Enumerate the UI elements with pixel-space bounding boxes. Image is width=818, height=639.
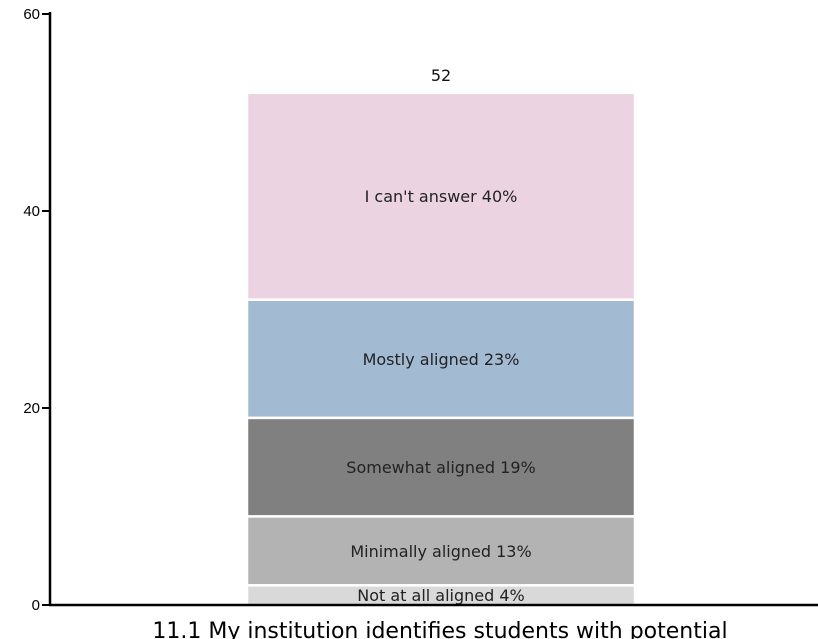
bar-total-label: 52 <box>431 66 451 85</box>
bar-segment <box>245 515 637 587</box>
bar-segment <box>245 298 637 420</box>
bar-segment <box>245 91 637 301</box>
y-tick-label: 60 <box>23 6 40 23</box>
segment-label: Somewhat aligned 19% <box>346 458 535 477</box>
bar-segments <box>245 91 637 607</box>
x-category-label: 11.1 My institution identifies students … <box>152 619 727 639</box>
y-tick-label: 0 <box>32 597 40 614</box>
segment-labels: Not at all aligned 4% Minimally aligned 1… <box>346 187 535 605</box>
y-axis-ticks: 0 20 40 60 <box>23 6 50 614</box>
segment-label: Mostly aligned 23% <box>363 350 520 369</box>
y-tick-label: 20 <box>23 400 40 417</box>
bar-segment <box>245 416 637 518</box>
segment-label: Not at all aligned 4% <box>357 586 525 605</box>
y-tick-label: 40 <box>23 203 40 220</box>
segment-label: I can't answer 40% <box>365 187 518 206</box>
segment-label: Minimally aligned 13% <box>350 542 531 561</box>
